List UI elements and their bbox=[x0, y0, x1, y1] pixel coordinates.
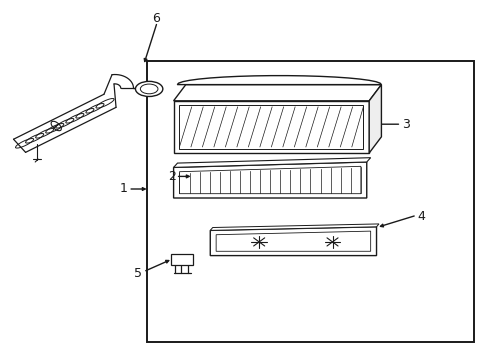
Text: 5: 5 bbox=[134, 267, 142, 280]
Ellipse shape bbox=[140, 84, 158, 94]
Polygon shape bbox=[173, 162, 366, 198]
Polygon shape bbox=[210, 227, 376, 256]
Bar bbox=[171, 254, 193, 265]
Text: 2: 2 bbox=[168, 170, 176, 183]
Polygon shape bbox=[173, 85, 381, 101]
Polygon shape bbox=[368, 85, 381, 153]
Text: 3: 3 bbox=[401, 118, 409, 131]
Ellipse shape bbox=[135, 81, 163, 96]
Polygon shape bbox=[173, 101, 368, 153]
Polygon shape bbox=[177, 76, 381, 85]
Text: 6: 6 bbox=[152, 12, 160, 24]
Text: 1: 1 bbox=[119, 183, 127, 195]
Bar bbox=[146, 61, 473, 342]
Text: 4: 4 bbox=[417, 210, 425, 222]
Polygon shape bbox=[173, 158, 370, 167]
Polygon shape bbox=[210, 224, 378, 230]
